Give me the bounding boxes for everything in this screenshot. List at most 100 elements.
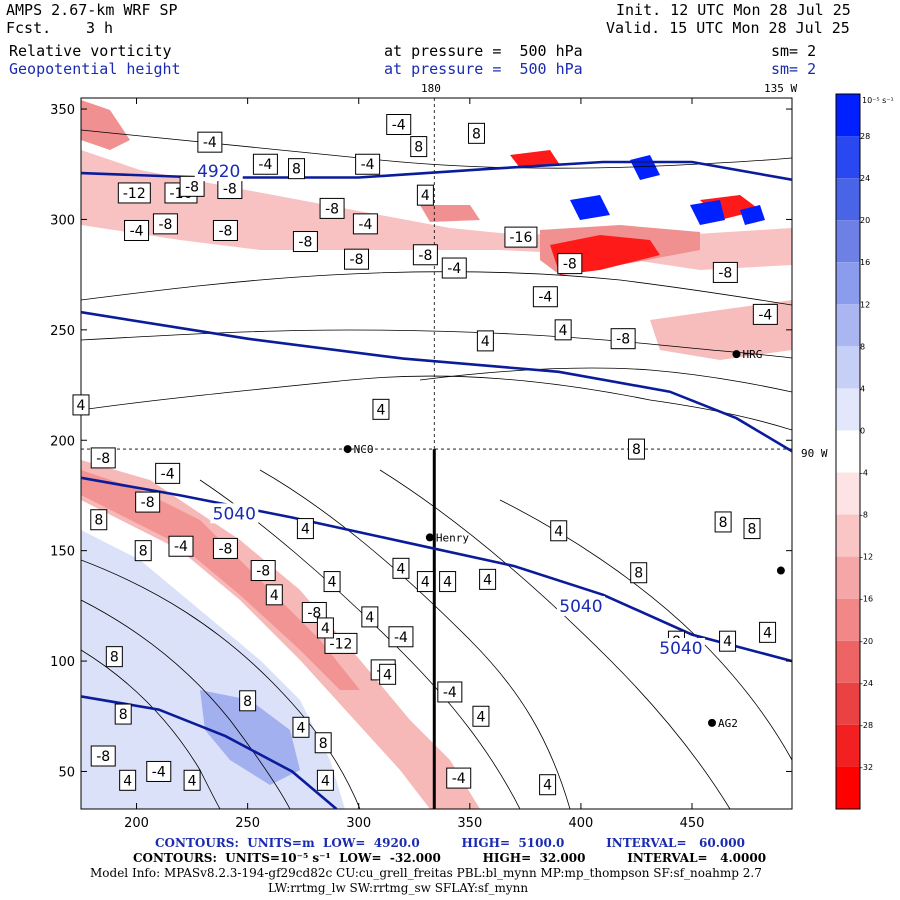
model-info: Model Info: MPASv8.2.3-194-gf29cd82c CU:… [90, 866, 762, 880]
field2-smoothing: sm= 2 [771, 60, 817, 78]
vorticity-label-box [467, 122, 485, 144]
vorticity-label-box [392, 557, 410, 579]
station-marker [732, 350, 741, 359]
vorticity-contour-label: -4 [130, 223, 144, 239]
colorbar-segment [836, 766, 860, 809]
vorticity-contour-label: -8 [218, 223, 232, 239]
vorticity-contour-label: 4 [297, 720, 306, 736]
vorticity-contour-label: 8 [292, 162, 301, 178]
vorticity-contour-label: 4 [421, 575, 430, 591]
height-label-bg [194, 161, 243, 182]
vorticity-contour-label: -16 [509, 230, 532, 246]
y-tick-label: 350 [50, 103, 75, 118]
height-contour-line [81, 695, 338, 809]
vorticity-contour-label: 4 [421, 188, 430, 204]
y-tick-label: 200 [50, 434, 75, 449]
vorticity-label-box [134, 540, 152, 562]
colorbar-level-label: 4 [860, 384, 865, 393]
vorticity-contour-label: 4 [321, 773, 330, 789]
vorticity-label-box [476, 330, 494, 352]
colorbar-units: 10⁻⁵ s⁻¹ [862, 96, 894, 105]
height-label-bg [556, 596, 605, 617]
x-tick-label: 300 [346, 816, 371, 831]
valid-time: Valid. 15 UTC Mon 28 Jul 25 [606, 19, 850, 37]
colorbar-segment [836, 514, 860, 557]
vorticity-label-box [412, 244, 438, 266]
vorticity-contour-label: -4 [392, 117, 406, 133]
vorticity-contour-label: 8 [119, 707, 128, 723]
vorticity-label-box [212, 219, 238, 241]
x-tick-label: 400 [569, 816, 594, 831]
field2-level: at pressure = 500 hPa [384, 60, 583, 78]
strong-vorticity-core [510, 150, 760, 275]
vorticity-label-box [557, 253, 583, 275]
vorticity-contour-label: 4 [396, 561, 405, 577]
vorticity-contour-label: 4 [123, 773, 132, 789]
vorticity-label-box [119, 769, 137, 791]
colorbar-segment [836, 262, 860, 305]
colorbar-level-label: -28 [860, 721, 873, 730]
vorticity-contour-label: -4 [447, 261, 461, 277]
colorbar-level-label: 8 [860, 342, 865, 351]
vorticity-label-box [532, 286, 558, 308]
vorticity-label-box [719, 630, 737, 652]
vorticity-label-box [252, 153, 278, 175]
vorticity-contour-label: -8 [563, 257, 577, 273]
vorticity-contour-label: 4 [321, 621, 330, 637]
vorticity-contour-label: 8 [110, 650, 119, 666]
vorticity-contour-label: 4 [483, 572, 492, 588]
station-marker [343, 445, 352, 454]
y-tick-label: 100 [50, 655, 75, 670]
vorticity-contour-label: 4 [328, 575, 337, 591]
colorbar-level-label: -16 [860, 595, 873, 604]
y-tick-label: 250 [50, 324, 75, 339]
vorticity-label-box [124, 219, 150, 241]
vorticity-contour-label: -4 [443, 685, 457, 701]
colorbar-level-label: -4 [860, 469, 868, 478]
vorticity-contour-label: -8 [141, 495, 155, 511]
height-contour-line [81, 310, 792, 453]
height-contour-line [81, 476, 792, 663]
vorticity-contour-label: -8 [418, 248, 432, 264]
vorticity-label-box [446, 767, 472, 789]
vorticity-contour-label: -4 [394, 630, 408, 646]
vorticity-label-box [90, 509, 108, 531]
vorticity-label-box [155, 462, 181, 484]
colorbar-segment [836, 178, 860, 221]
colorbar-segment [836, 598, 860, 641]
vorticity-label-box [292, 231, 318, 253]
model-info-physics: LW:rrtmg_lw SW:rrtmg_sw SFLAY:sf_mynn [268, 881, 529, 895]
vorticity-contour-label: 8 [472, 126, 481, 142]
field1-level: at pressure = 500 hPa [384, 42, 583, 60]
vorticity-label-box [388, 626, 414, 648]
vorticity-contour-label: 8 [414, 140, 423, 156]
colorbar-segment [836, 388, 860, 431]
vorticity-contour-label: -4 [174, 539, 188, 555]
vorticity-label-box [472, 705, 490, 727]
field1-name: Relative vorticity [9, 42, 172, 60]
colorbar-level-label: -24 [860, 679, 873, 688]
vorticity-contour-label: -8 [96, 451, 110, 467]
vorticity-label-box [90, 447, 116, 469]
vorticity-contour-label: 4 [543, 778, 552, 794]
colorbar-segment [836, 724, 860, 767]
fcst-value: 3 h [86, 19, 114, 37]
colorbar-frame [835, 93, 861, 810]
vorticity-label-box [441, 257, 467, 279]
vorticity-contour-label: -8 [298, 235, 312, 251]
colorbar-level-label: -20 [860, 637, 873, 646]
colorbar-segment [836, 640, 860, 683]
colorbar-level-label: 16 [860, 258, 870, 267]
vorticity-label-box [554, 319, 572, 341]
colorbar-segment [836, 346, 860, 389]
vorticity-label-box [479, 568, 497, 590]
height-contour-label: 5040 [659, 639, 702, 659]
station-label: Henry [436, 531, 469, 544]
vorticity-contour-label: 4 [301, 522, 310, 538]
vorticity-contour-label: 4 [443, 575, 452, 591]
colorbar-level-label: 24 [860, 174, 870, 183]
vorticity-contour-label: -4 [358, 217, 372, 233]
vorticity-label-box [379, 663, 397, 685]
field2-name: Geopotential height [9, 60, 181, 78]
